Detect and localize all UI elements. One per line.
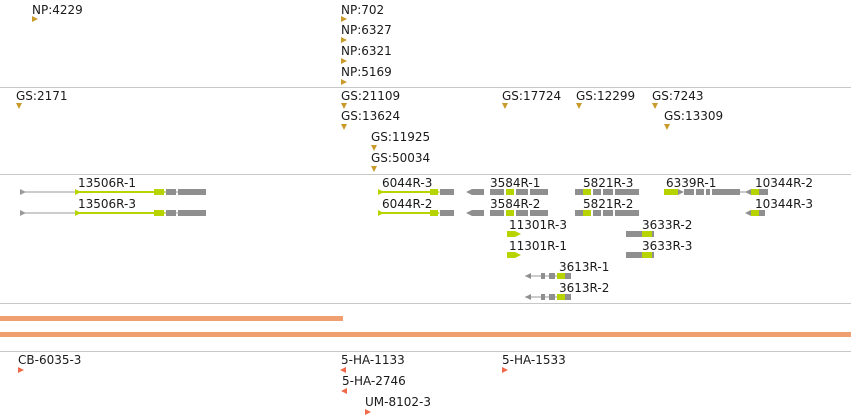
gene-label[interactable]: 6044R-2: [382, 197, 433, 211]
np-marker-icon[interactable]: [32, 16, 38, 22]
track-divider: [0, 303, 851, 304]
gene-label[interactable]: 11301R-1: [509, 239, 567, 253]
gs-label[interactable]: GS:13309: [664, 109, 724, 123]
track-divider: [0, 87, 851, 88]
np-label[interactable]: NP:6321: [341, 44, 392, 58]
gene-label[interactable]: 3613R-2: [559, 281, 610, 295]
gene-label[interactable]: 3633R-3: [642, 239, 693, 253]
gene-model[interactable]: [378, 188, 454, 196]
gs-marker-icon[interactable]: [664, 124, 670, 130]
gene-model[interactable]: [525, 272, 571, 280]
gs-marker-icon[interactable]: [341, 124, 347, 130]
gs-marker-icon[interactable]: [16, 103, 22, 109]
track-divider: [0, 174, 851, 175]
gene-label[interactable]: 6044R-3: [382, 176, 433, 190]
gene-label[interactable]: 13506R-1: [78, 176, 136, 190]
ha-marker-icon[interactable]: [502, 367, 508, 373]
gene-label[interactable]: 3633R-2: [642, 218, 693, 232]
gene-model[interactable]: [575, 188, 639, 196]
gene-label[interactable]: 6339R-1: [666, 176, 717, 190]
np-label[interactable]: NP:5169: [341, 65, 392, 79]
gene-label[interactable]: 3584R-2: [490, 197, 541, 211]
gs-label[interactable]: GS:11925: [371, 130, 431, 144]
gene-model[interactable]: [20, 188, 206, 196]
ha-label[interactable]: 5-HA-1533: [502, 353, 566, 367]
gene-model[interactable]: [626, 230, 654, 238]
np-marker-icon[interactable]: [341, 79, 347, 85]
gs-label[interactable]: GS:17724: [502, 89, 562, 103]
gene-model[interactable]: [575, 209, 639, 217]
gs-label[interactable]: GS:50034: [371, 151, 431, 165]
np-marker-icon[interactable]: [341, 37, 347, 43]
gs-label[interactable]: GS:2171: [16, 89, 68, 103]
gene-label[interactable]: 10344R-2: [755, 176, 813, 190]
ha-label[interactable]: 5-HA-1133: [341, 353, 405, 367]
gs-marker-icon[interactable]: [341, 103, 347, 109]
gs-label[interactable]: GS:7243: [652, 89, 704, 103]
track-divider: [0, 351, 851, 352]
gene-label[interactable]: 3613R-1: [559, 260, 610, 274]
ha-label[interactable]: 5-HA-2746: [342, 374, 406, 388]
ha-marker-icon[interactable]: [365, 409, 371, 415]
gene-model[interactable]: [507, 230, 521, 238]
gs-label[interactable]: GS:21109: [341, 89, 401, 103]
gs-marker-icon[interactable]: [371, 166, 377, 172]
coverage-bar[interactable]: [0, 332, 851, 337]
gs-marker-icon[interactable]: [652, 103, 658, 109]
gene-model[interactable]: [466, 188, 548, 196]
gs-label[interactable]: GS:13624: [341, 109, 401, 123]
gene-label[interactable]: 11301R-3: [509, 218, 567, 232]
gene-label[interactable]: 3584R-1: [490, 176, 541, 190]
ha-label[interactable]: UM-8102-3: [365, 395, 431, 409]
coverage-bar[interactable]: [0, 316, 343, 321]
gene-model[interactable]: [20, 209, 206, 217]
ha-marker-icon[interactable]: [18, 367, 24, 373]
gs-label[interactable]: GS:12299: [576, 89, 636, 103]
np-marker-icon[interactable]: [341, 58, 347, 64]
gene-label[interactable]: 5821R-3: [583, 176, 634, 190]
gene-model[interactable]: [525, 293, 571, 301]
gene-label[interactable]: 13506R-3: [78, 197, 136, 211]
gene-model[interactable]: [378, 209, 454, 217]
ha-marker-icon[interactable]: [341, 388, 347, 394]
np-marker-icon[interactable]: [341, 16, 347, 22]
gene-model[interactable]: [626, 251, 654, 259]
np-label[interactable]: NP:702: [341, 3, 385, 17]
gene-model[interactable]: [507, 251, 521, 259]
gene-model[interactable]: [466, 209, 548, 217]
ha-label[interactable]: CB-6035-3: [18, 353, 82, 367]
gene-model[interactable]: [745, 209, 765, 217]
gs-marker-icon[interactable]: [576, 103, 582, 109]
np-label[interactable]: NP:6327: [341, 23, 392, 37]
gene-model[interactable]: [745, 188, 765, 196]
gene-label[interactable]: 5821R-2: [583, 197, 634, 211]
ha-marker-icon[interactable]: [340, 367, 346, 373]
gene-label[interactable]: 10344R-3: [755, 197, 813, 211]
np-label[interactable]: NP:4229: [32, 3, 83, 17]
gs-marker-icon[interactable]: [371, 145, 377, 151]
gs-marker-icon[interactable]: [502, 103, 508, 109]
